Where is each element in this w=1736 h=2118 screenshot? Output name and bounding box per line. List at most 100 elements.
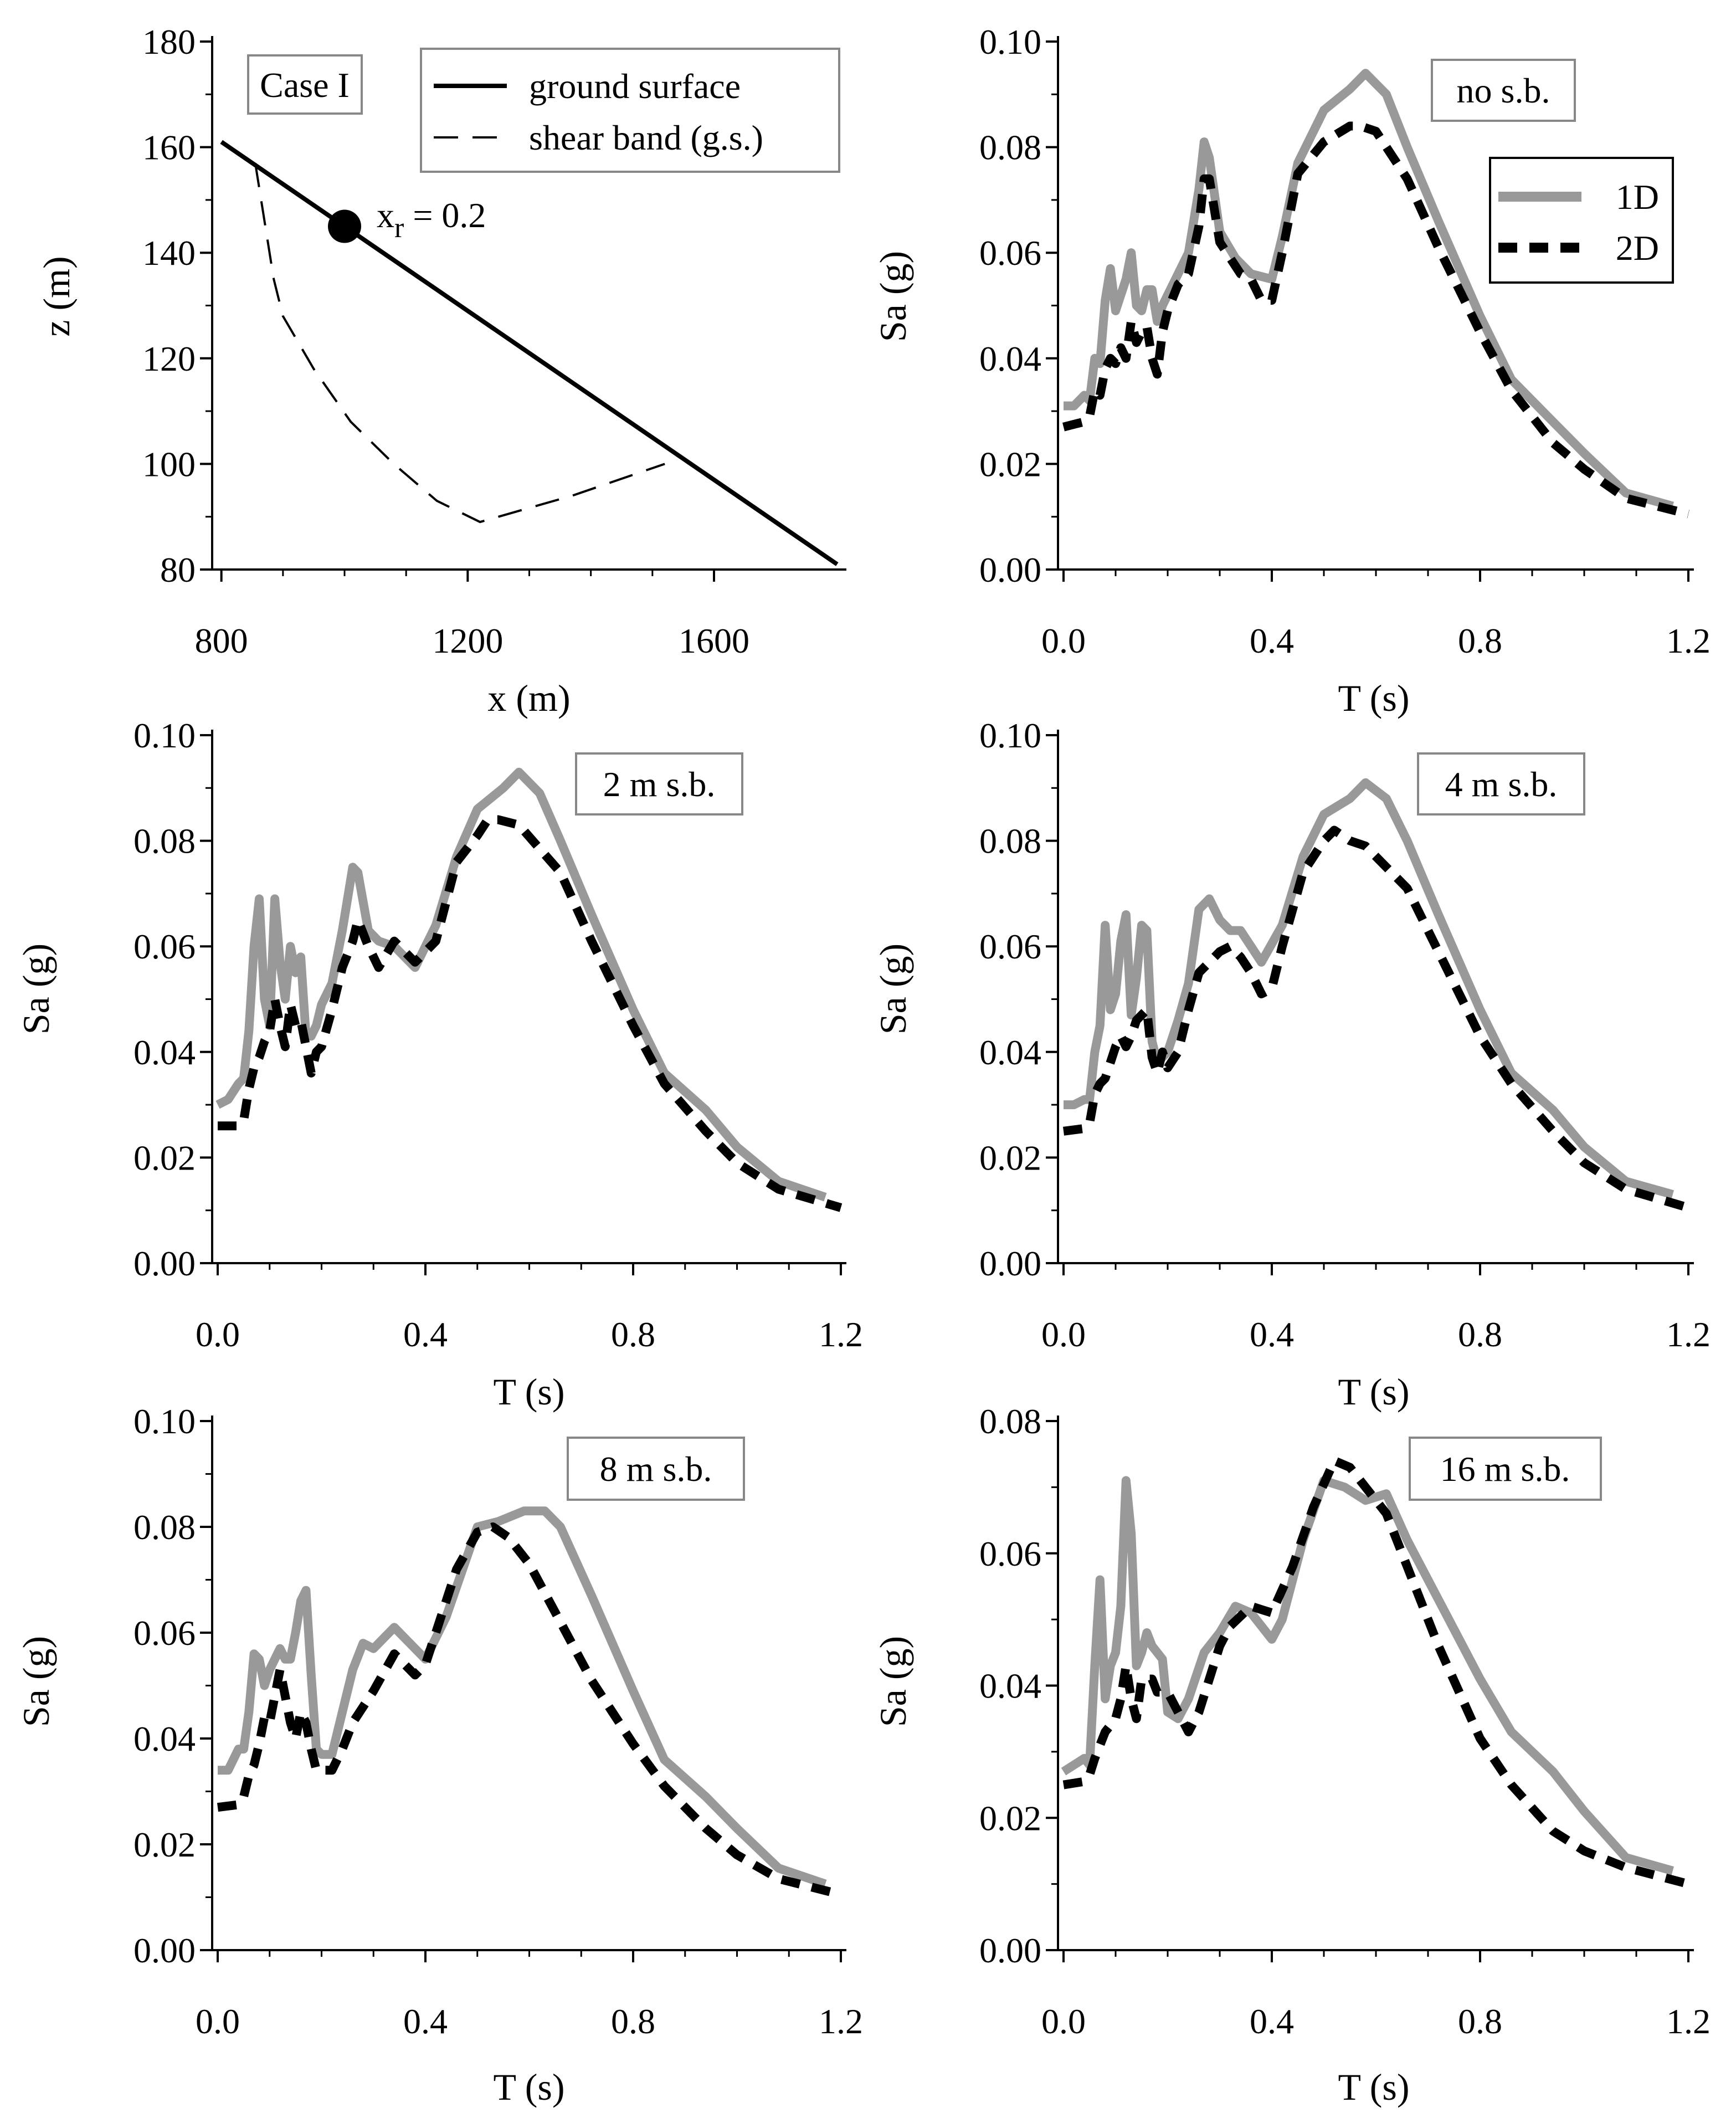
sb8-xtick-label: 0.0 xyxy=(196,2002,240,2041)
legend-ground-label: ground surface xyxy=(529,66,741,106)
panel-2m-sb: 0.00 0.02 0.04 0.06 0.08 0.10 0.0 0.4 0.8 1.2 2 m… xyxy=(15,716,863,1413)
sb2-ytick-label: 0.10 xyxy=(133,716,196,755)
nosb-ytick-label: 0.04 xyxy=(979,339,1041,378)
sb2-label-box: 2 m s.b. xyxy=(575,752,743,816)
sb2-ytick-label: 0.02 xyxy=(133,1138,196,1177)
sb4-xtick-label: 0.4 xyxy=(1250,1315,1294,1354)
nosb-label-box: no s.b. xyxy=(1431,59,1576,122)
sb4-ytick-label: 0.10 xyxy=(979,716,1041,755)
geom-ytick-label: 80 xyxy=(160,550,196,589)
sb16-ytick-label: 0.08 xyxy=(979,1402,1041,1441)
geom-series-ground-surface xyxy=(220,140,839,566)
nosb-ytick-label: 0.06 xyxy=(979,233,1041,273)
panel-8m-sb: 0.00 0.02 0.04 0.06 0.08 0.10 0.0 0.4 0.8 1.2 8 m… xyxy=(15,1402,863,2108)
sb8-ytick-label: 0.02 xyxy=(133,1825,196,1864)
sb16-ytick-label: 0.02 xyxy=(979,1798,1041,1838)
sb4-xtick-label: 0.0 xyxy=(1041,1315,1086,1354)
nosb-ytick-label: 0.02 xyxy=(979,444,1041,484)
sb4-series-2d xyxy=(1062,825,1690,1212)
panel-geometry: 80 100 120 140 160 180 800 1200 1600 Case I grou… xyxy=(35,22,846,719)
sb16-series-2d xyxy=(1062,1456,1690,1889)
sb16-series-1d xyxy=(1061,1476,1674,1875)
sb4-ylabel: Sa (g) xyxy=(872,943,914,1034)
legend-1d-label: 1D xyxy=(1616,177,1659,217)
sb16-xlabel: T (s) xyxy=(1338,2066,1409,2108)
sb16-label-box: 16 m s.b. xyxy=(1409,1437,1602,1501)
geom-xtick-label: 800 xyxy=(195,621,248,660)
sb8-xtick-label: 0.4 xyxy=(403,2002,448,2041)
sb4-ytick-label: 0.04 xyxy=(979,1033,1041,1072)
sb2-ytick-label: 0.04 xyxy=(133,1033,196,1072)
sb16-ytick-label: 0.06 xyxy=(979,1534,1041,1573)
geom-ytick-label: 160 xyxy=(142,128,196,167)
nosb-ytick-label: 0.10 xyxy=(979,22,1041,61)
nosb-xlabel: T (s) xyxy=(1338,677,1409,719)
sb4-xlabel: T (s) xyxy=(1338,1371,1409,1413)
sb8-label-text: 8 m s.b. xyxy=(600,1449,712,1489)
sb4-xtick-label: 1.2 xyxy=(1666,1315,1711,1354)
sb8-xlabel: T (s) xyxy=(493,2066,564,2108)
nosb-xtick-label: 0.0 xyxy=(1041,621,1086,660)
geom-ylabel: z (m) xyxy=(35,256,78,336)
sb2-ytick-label: 0.08 xyxy=(133,822,196,861)
sa-legend: 1D 2D xyxy=(1489,157,1674,284)
sb2-ytick-label: 0.00 xyxy=(133,1244,196,1283)
sb16-label-text: 16 m s.b. xyxy=(1440,1449,1570,1489)
panel-no-sb: 0.00 0.02 0.04 0.06 0.08 0.10 0.0 0.4 0.8 1.2 no … xyxy=(872,22,1711,719)
sb8-ytick-label: 0.00 xyxy=(133,1931,196,1970)
sb16-ytick-label: 0.00 xyxy=(979,1931,1041,1970)
sb8-xtick-label: 1.2 xyxy=(819,2002,863,2041)
sb16-ytick-label: 0.04 xyxy=(979,1666,1041,1706)
nosb-series-2d xyxy=(1062,121,1689,519)
sb2-ytick-label: 0.06 xyxy=(133,927,196,966)
sb8-ytick-label: 0.08 xyxy=(133,1507,196,1547)
panel-16m-sb: 0.00 0.02 0.04 0.06 0.08 0.0 0.4 0.8 1.2 16 m s.… xyxy=(872,1402,1711,2108)
geom-xtick-label: 1200 xyxy=(432,621,503,660)
sb16-xtick-label: 0.8 xyxy=(1458,2002,1502,2041)
sb16-xtick-label: 0.4 xyxy=(1250,2002,1294,2041)
panel-4m-sb: 0.00 0.02 0.04 0.06 0.08 0.10 0.0 0.4 0.8 1.2 4 m… xyxy=(872,716,1711,1413)
sb8-ytick-label: 0.04 xyxy=(133,1719,196,1758)
sb4-ytick-label: 0.00 xyxy=(979,1244,1041,1283)
sb8-ylabel: Sa (g) xyxy=(15,1636,57,1727)
sb2-label-text: 2 m s.b. xyxy=(603,765,716,804)
geom-ytick-label: 180 xyxy=(142,22,196,61)
sb4-ytick-label: 0.06 xyxy=(979,927,1041,966)
sb16-xtick-label: 0.0 xyxy=(1041,2002,1086,2041)
sb2-xtick-label: 0.0 xyxy=(196,1315,240,1354)
sb16-ylabel: Sa (g) xyxy=(872,1636,914,1727)
sb4-label-text: 4 m s.b. xyxy=(1445,765,1558,804)
sb4-ytick-label: 0.08 xyxy=(979,822,1041,861)
sb4-xtick-label: 0.8 xyxy=(1458,1315,1502,1354)
geom-ytick-label: 120 xyxy=(142,339,196,378)
sb4-ytick-label: 0.02 xyxy=(979,1138,1041,1177)
sb4-label-box: 4 m s.b. xyxy=(1417,752,1585,816)
legend-2d-label: 2D xyxy=(1616,228,1659,268)
nosb-xtick-label: 0.8 xyxy=(1458,621,1502,660)
sb8-label-box: 8 m s.b. xyxy=(567,1437,745,1501)
sb8-ytick-label: 0.10 xyxy=(133,1402,196,1441)
nosb-ytick-label: 0.08 xyxy=(979,128,1041,167)
sb8-xtick-label: 0.8 xyxy=(611,2002,655,2041)
geom-legend: ground surface shear band (g.s.) xyxy=(420,48,840,173)
geom-label-text: Case I xyxy=(260,65,350,105)
sb4-series-1d xyxy=(1064,778,1674,1199)
marker-label: xr = 0.2 xyxy=(377,196,486,244)
geom-label-box: Case I xyxy=(247,54,363,115)
geom-ytick-label: 140 xyxy=(142,233,196,273)
sb8-ytick-label: 0.06 xyxy=(133,1613,196,1653)
sb2-xtick-label: 0.8 xyxy=(611,1315,655,1354)
geom-xtick-label: 1600 xyxy=(679,621,749,660)
nosb-label-text: no s.b. xyxy=(1457,71,1550,110)
geom-xlabel: x (m) xyxy=(487,677,570,719)
sb8-series-1d xyxy=(218,1506,827,1889)
nosb-xtick-label: 0.4 xyxy=(1250,621,1294,660)
geom-ytick-label: 100 xyxy=(142,444,196,484)
legend-shearband-label: shear band (g.s.) xyxy=(529,118,763,157)
sb2-ylabel: Sa (g) xyxy=(15,943,57,1034)
nosb-ytick-label: 0.00 xyxy=(979,550,1041,589)
sb8-series-2d xyxy=(217,1522,842,1899)
sb2-xtick-label: 0.4 xyxy=(403,1315,448,1354)
nosb-ylabel: Sa (g) xyxy=(872,251,914,342)
